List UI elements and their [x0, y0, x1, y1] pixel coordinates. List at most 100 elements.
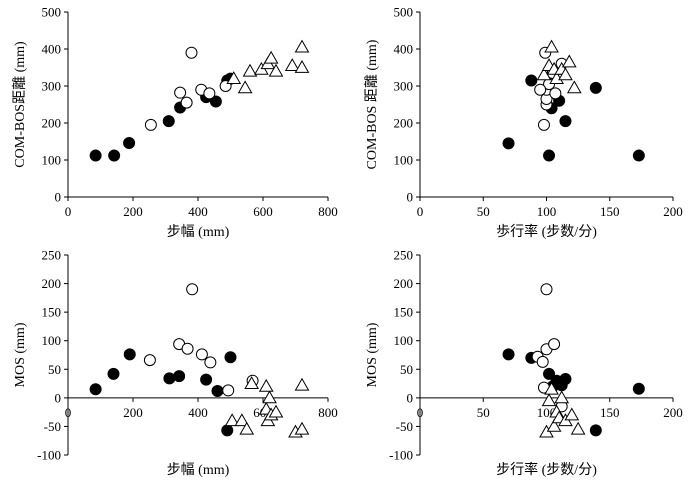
- data-point-open-triangle: [570, 421, 586, 435]
- data-point-filled-circle: [123, 136, 136, 149]
- data-point-filled-circle: [162, 115, 175, 128]
- data-point-open-circle: [537, 118, 550, 131]
- data-point-filled-circle: [89, 383, 102, 396]
- y-tick-label: -100: [389, 448, 413, 463]
- data-point-filled-circle: [543, 149, 556, 162]
- x-tick-label: 800: [318, 405, 338, 420]
- data-point-open-circle: [186, 283, 199, 296]
- data-point-filled-circle: [173, 370, 186, 383]
- y-axis-label: COM-BOS距離 (mm): [11, 41, 28, 168]
- y-tick-label: 0: [55, 390, 62, 405]
- x-tick-label: 50: [477, 204, 490, 219]
- y-tick-label: 400: [394, 42, 414, 57]
- x-tick-label: 200: [123, 405, 143, 420]
- x-axis-label: 步行率 (步数/分): [496, 461, 597, 478]
- data-point-open-circle: [180, 96, 193, 109]
- y-tick-label: 100: [394, 153, 414, 168]
- data-point-filled-circle: [123, 348, 136, 361]
- x-axis-label: 步幅 (mm): [167, 462, 230, 478]
- x-tick-label: 0: [417, 405, 424, 420]
- y-axis-label: MOS (mm): [13, 322, 28, 387]
- data-point-open-circle: [195, 348, 208, 361]
- y-tick-label: 50: [48, 362, 61, 377]
- data-point-open-triangle: [294, 39, 310, 53]
- data-point-filled-circle: [224, 351, 237, 364]
- y-tick-label: -50: [44, 419, 61, 434]
- data-point-open-circle: [549, 87, 562, 100]
- x-tick-label: 0: [65, 204, 72, 219]
- data-point-filled-circle: [589, 81, 602, 94]
- data-point-filled-circle: [89, 149, 102, 162]
- data-point-open-triangle: [541, 393, 557, 407]
- y-tick-label: 250: [394, 248, 414, 263]
- data-point-open-circle: [548, 338, 561, 351]
- y-tick-label: 150: [394, 305, 414, 320]
- data-point-open-triangle: [561, 54, 577, 68]
- data-point-open-circle: [143, 354, 156, 367]
- data-point-open-triangle: [263, 50, 279, 64]
- data-point-filled-circle: [559, 115, 572, 128]
- data-point-open-triangle: [284, 58, 300, 72]
- data-point-filled-circle: [221, 424, 234, 437]
- data-point-open-triangle: [558, 67, 573, 81]
- data-point-open-triangle: [258, 378, 274, 392]
- data-point-filled-circle: [543, 367, 556, 380]
- data-point-open-triangle: [544, 39, 559, 53]
- data-point-filled-circle: [632, 149, 645, 162]
- y-tick-label: 100: [394, 333, 414, 348]
- x-tick-label: 200: [123, 204, 143, 219]
- data-point-open-circle: [174, 86, 187, 99]
- y-tick-label: -100: [37, 448, 61, 463]
- data-point-open-circle: [222, 384, 235, 397]
- data-point-open-circle: [536, 355, 549, 368]
- data-point-filled-circle: [108, 149, 121, 162]
- data-point-filled-circle: [200, 373, 213, 386]
- chart-panel-top-right: 0 100 200 300 400 500 0 50 100 150 200 歩行率 (步数/分) CO…: [363, 5, 683, 241]
- data-point-open-circle: [204, 356, 217, 369]
- chart-panel-top-left: 0 100 200 300 400 500 0 200 400 600 800 步幅 (mm) COM-…: [11, 5, 338, 241]
- data-point-filled-circle: [525, 74, 538, 87]
- y-tick-label: 300: [394, 79, 414, 94]
- y-tick-label: 50: [400, 362, 413, 377]
- data-point-open-triangle: [226, 71, 242, 84]
- y-axis-label: MOS (mm): [365, 322, 380, 387]
- data-point-filled-circle: [211, 385, 224, 397]
- data-point-open-circle: [181, 342, 194, 355]
- x-tick-label: 400: [188, 405, 208, 420]
- x-tick-label: 200: [663, 204, 683, 219]
- y-tick-label: 0: [407, 390, 414, 405]
- y-tick-label: 200: [394, 116, 414, 131]
- y-tick-label: 500: [394, 5, 414, 20]
- y-tick-label: 0: [55, 190, 62, 205]
- x-tick-label: 800: [318, 204, 338, 219]
- x-tick-label: 150: [600, 405, 620, 420]
- data-point-open-triangle: [566, 80, 582, 94]
- data-point-filled-circle: [107, 367, 120, 380]
- y-tick-label: 0: [407, 190, 414, 205]
- data-point-open-triangle: [546, 418, 562, 432]
- data-point-filled-circle: [163, 372, 176, 385]
- data-point-open-triangle: [239, 421, 255, 435]
- data-point-open-circle: [540, 283, 553, 296]
- y-tick-label: 100: [42, 153, 62, 168]
- x-tick-label: 0: [65, 405, 72, 420]
- data-point-filled-circle: [559, 373, 572, 385]
- data-point-open-triangle: [234, 413, 250, 427]
- data-point-open-circle: [203, 87, 216, 100]
- data-point-open-circle: [185, 46, 198, 59]
- y-tick-label: 150: [42, 305, 62, 320]
- data-point-open-triangle: [564, 407, 580, 421]
- data-point-filled-circle: [502, 348, 515, 361]
- data-point-open-triangle: [262, 390, 277, 404]
- data-point-filled-circle: [589, 424, 602, 437]
- data-point-filled-circle: [502, 137, 515, 150]
- x-axis-label: 步幅 (mm): [167, 224, 230, 240]
- y-tick-label: 400: [42, 42, 62, 57]
- data-point-open-triangle: [224, 413, 240, 427]
- chart-panel-bottom-left: -100-500501001502002500200400600800步幅 (m…: [13, 248, 338, 479]
- x-tick-label: 600: [253, 204, 273, 219]
- data-point-open-triangle: [244, 376, 259, 389]
- y-tick-label: -50: [396, 419, 413, 434]
